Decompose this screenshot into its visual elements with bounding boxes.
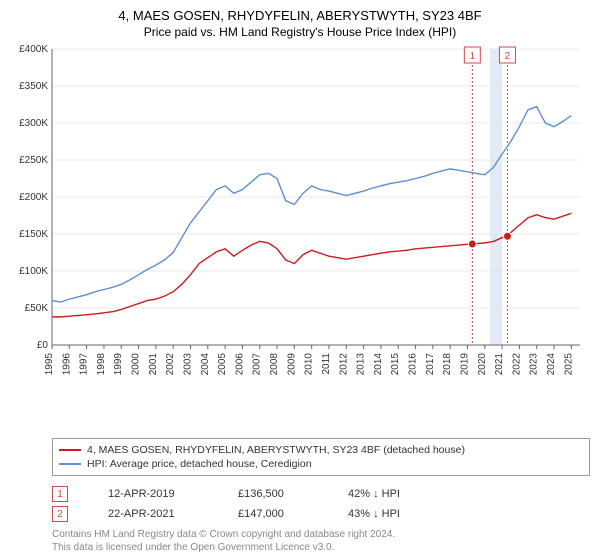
y-tick-label: £150K [19, 229, 48, 240]
marker-data-row: 1 12-APR-2019 £136,500 42% ↓ HPI [52, 484, 590, 504]
marker-price: £147,000 [238, 508, 308, 520]
chart-title: 4, MAES GOSEN, RHYDYFELIN, ABERYSTWYTH, … [10, 8, 590, 25]
marker-table: 1 12-APR-2019 £136,500 42% ↓ HPI 2 22-APR-202… [52, 484, 590, 524]
chart-subtitle: Price paid vs. HM Land Registry's House … [10, 25, 590, 39]
x-tick-label: 2004 [200, 352, 211, 375]
footer-note: Contains HM Land Registry data © Crown c… [52, 528, 590, 554]
x-tick-label: 2025 [563, 352, 574, 375]
marker-label: 2 [505, 51, 511, 62]
y-tick-label: £100K [19, 266, 48, 277]
x-tick-label: 2019 [459, 352, 470, 375]
line-chart-svg: £0 £50K £100K £150K £200K £250K £300K £350K £400… [10, 45, 590, 385]
y-tick-label: £50K [25, 303, 49, 314]
x-tick-label: 2022 [511, 352, 522, 375]
x-tick-label: 2010 [304, 352, 315, 375]
marker-dot [503, 232, 511, 240]
x-tick-label: 2007 [252, 352, 263, 375]
y-tick-label: £0 [37, 340, 49, 351]
x-tick-label: 2015 [390, 352, 401, 375]
x-tick-label: 1996 [61, 352, 72, 375]
marker-data-row: 2 22-APR-2021 £147,000 43% ↓ HPI [52, 504, 590, 524]
x-tick-label: 2017 [425, 352, 436, 375]
footer-line: This data is licensed under the Open Gov… [52, 541, 590, 554]
legend-box: 4, MAES GOSEN, RHYDYFELIN, ABERYSTWYTH, … [52, 438, 590, 476]
x-tick-label: 1999 [113, 352, 124, 375]
marker-label: 1 [470, 51, 476, 62]
y-tick-label: £250K [19, 155, 48, 166]
x-tick-label: 2006 [234, 352, 245, 375]
marker-number-box: 2 [52, 506, 68, 522]
legend-row: 4, MAES GOSEN, RHYDYFELIN, ABERYSTWYTH, … [59, 443, 583, 457]
x-tick-label: 2003 [182, 352, 193, 375]
x-tick-label: 2001 [148, 352, 159, 375]
x-tick-label: 2002 [165, 352, 176, 375]
x-tick-label: 1995 [44, 352, 55, 375]
marker-pct: 42% ↓ HPI [348, 488, 428, 500]
x-tick-label: 2023 [529, 352, 540, 375]
marker-number-box: 1 [52, 486, 68, 502]
x-tick-label: 2024 [546, 352, 557, 375]
x-tick-label: 2021 [494, 352, 505, 375]
legend-label: 4, MAES GOSEN, RHYDYFELIN, ABERYSTWYTH, … [87, 444, 465, 456]
x-tick-label: 2012 [338, 352, 349, 375]
marker-pct: 43% ↓ HPI [348, 508, 428, 520]
x-tick-label: 2013 [356, 352, 367, 375]
x-tick-label: 1997 [79, 352, 90, 375]
chart-container: 4, MAES GOSEN, RHYDYFELIN, ABERYSTWYTH, … [0, 0, 600, 560]
marker-date: 12-APR-2019 [108, 488, 198, 500]
x-tick-label: 2020 [477, 352, 488, 375]
marker-price: £136,500 [238, 488, 308, 500]
x-tick-label: 2016 [408, 352, 419, 375]
y-tick-label: £200K [19, 192, 48, 203]
x-tick-label: 2011 [321, 352, 332, 374]
x-tick-label: 1998 [96, 352, 107, 375]
marker-dot [468, 240, 476, 248]
x-tick-label: 2005 [217, 352, 228, 375]
marker-date: 22-APR-2021 [108, 508, 198, 520]
x-tick-label: 2014 [373, 352, 384, 375]
x-tick-label: 2008 [269, 352, 280, 375]
chart-area: £0 £50K £100K £150K £200K £250K £300K £350K £400… [10, 45, 590, 432]
x-tick-label: 2009 [286, 352, 297, 375]
legend-label: HPI: Average price, detached house, Cere… [87, 458, 312, 470]
x-tick-label: 2000 [131, 352, 142, 375]
y-tick-label: £400K [19, 45, 48, 55]
y-tick-label: £350K [19, 81, 48, 92]
legend-swatch [59, 463, 81, 465]
x-tick-label: 2018 [442, 352, 453, 375]
legend-swatch [59, 449, 81, 451]
legend-row: HPI: Average price, detached house, Cere… [59, 457, 583, 471]
footer-line: Contains HM Land Registry data © Crown c… [52, 528, 590, 541]
y-tick-label: £300K [19, 118, 48, 129]
